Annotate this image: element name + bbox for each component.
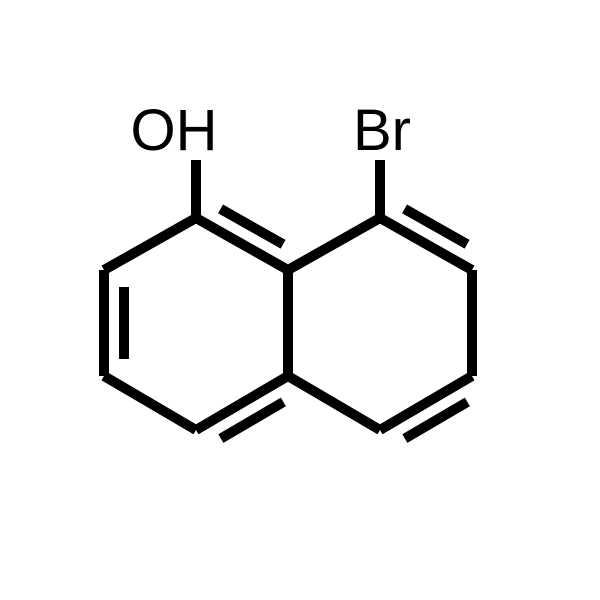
bond xyxy=(288,218,380,270)
molecule-diagram: OH Br xyxy=(0,0,600,600)
atom-label: OH xyxy=(131,98,218,163)
bond xyxy=(288,376,380,430)
bond xyxy=(104,376,196,430)
bond xyxy=(104,218,196,270)
atom-label: Br xyxy=(353,98,411,163)
